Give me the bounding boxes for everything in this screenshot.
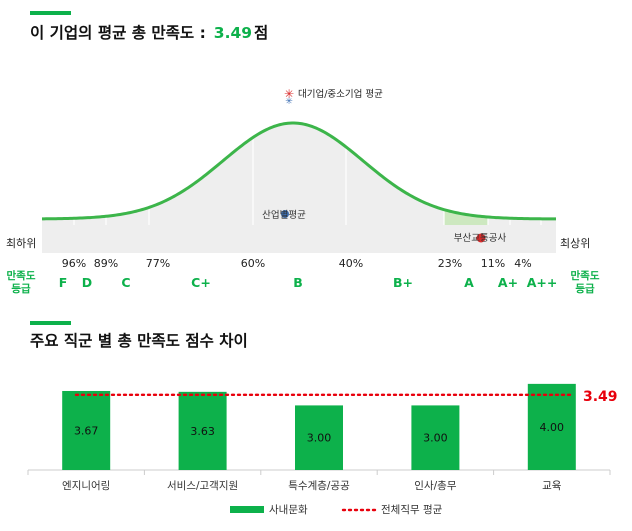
grade-label: A++ <box>527 275 558 290</box>
percentile-tick-label: 40% <box>339 257 363 270</box>
grade-axis-label-left: 만족도 <box>7 269 36 282</box>
bar-category-label: 교육 <box>542 480 562 492</box>
percentile-tick-label: 60% <box>241 257 265 270</box>
grade-label: B+ <box>393 275 413 290</box>
grade-label: C+ <box>191 275 211 290</box>
bar <box>527 383 576 470</box>
legend-line-label: 전체직무 평균 <box>381 504 443 516</box>
grade-label: A+ <box>498 275 518 290</box>
industry-average-marker <box>281 210 289 218</box>
bar-value-label: 3.00 <box>307 432 332 445</box>
large-company-average-label: 대기업/중소기업 평균 <box>298 88 383 100</box>
bar-value-label: 3.00 <box>423 432 448 445</box>
section1-accent-bar <box>30 11 71 15</box>
percentile-tick-label: 77% <box>146 257 170 270</box>
percentile-tick-label: 4% <box>514 257 531 270</box>
distribution-curve-line <box>41 121 557 221</box>
grade-axis-label-left: 등급 <box>11 283 31 295</box>
grade-label: D <box>82 275 92 290</box>
bar-value-label: 3.67 <box>74 424 99 437</box>
score-suffix: 점 <box>254 24 269 42</box>
bar-value-label: 4.00 <box>540 421 565 434</box>
percentile-tick-label: 96% <box>62 257 86 270</box>
star-icon: ✳ <box>284 87 294 101</box>
grade-label: B <box>293 275 303 290</box>
average-score-value: 3.49 <box>213 24 253 42</box>
star-icon: ✳ <box>285 97 293 107</box>
percentile-band <box>42 225 556 253</box>
grade-axis-label-right: 만족도 <box>571 269 600 282</box>
bar-category-label: 인사/총무 <box>414 480 457 492</box>
percentile-tick-label: 23% <box>438 257 462 270</box>
grade-label: C <box>121 275 130 290</box>
industry-average-label: 산업별평균 <box>262 209 306 221</box>
bar-category-label: 특수계층/공공 <box>288 480 350 492</box>
legend-bar-swatch <box>230 506 264 513</box>
bar <box>411 405 460 470</box>
company-marker-label: 부산교통공사 <box>454 233 507 244</box>
bar <box>62 390 111 470</box>
bar-value-label: 3.63 <box>190 425 215 438</box>
bar-category-label: 엔지니어링 <box>62 480 110 492</box>
right-end-label: 최상위 <box>560 237 590 250</box>
company-marker <box>476 233 486 243</box>
legend-bar-label: 사내문화 <box>269 504 308 516</box>
grade-axis-label-right: 등급 <box>575 283 595 295</box>
section1-title: 이 기업의 평균 총 만족도 : 3.49 점 <box>30 21 268 43</box>
bar <box>295 405 343 470</box>
left-end-label: 최하위 <box>6 236 36 250</box>
section2-accent-bar <box>30 321 71 325</box>
average-reference-label: 3.49 <box>583 389 618 405</box>
bar-category-label: 서비스/고객지원 <box>167 480 238 492</box>
section1-title-text: 이 기업의 평균 총 만족도 : <box>30 24 206 42</box>
grade-label: A <box>464 275 474 290</box>
grade-label: F <box>59 275 68 290</box>
bar <box>178 391 227 470</box>
section2-title: 주요 직군 별 총 만족도 점수 차이 <box>30 332 248 350</box>
percentile-tick-label: 89% <box>94 257 118 270</box>
percentile-tick-label: 11% <box>481 257 505 270</box>
